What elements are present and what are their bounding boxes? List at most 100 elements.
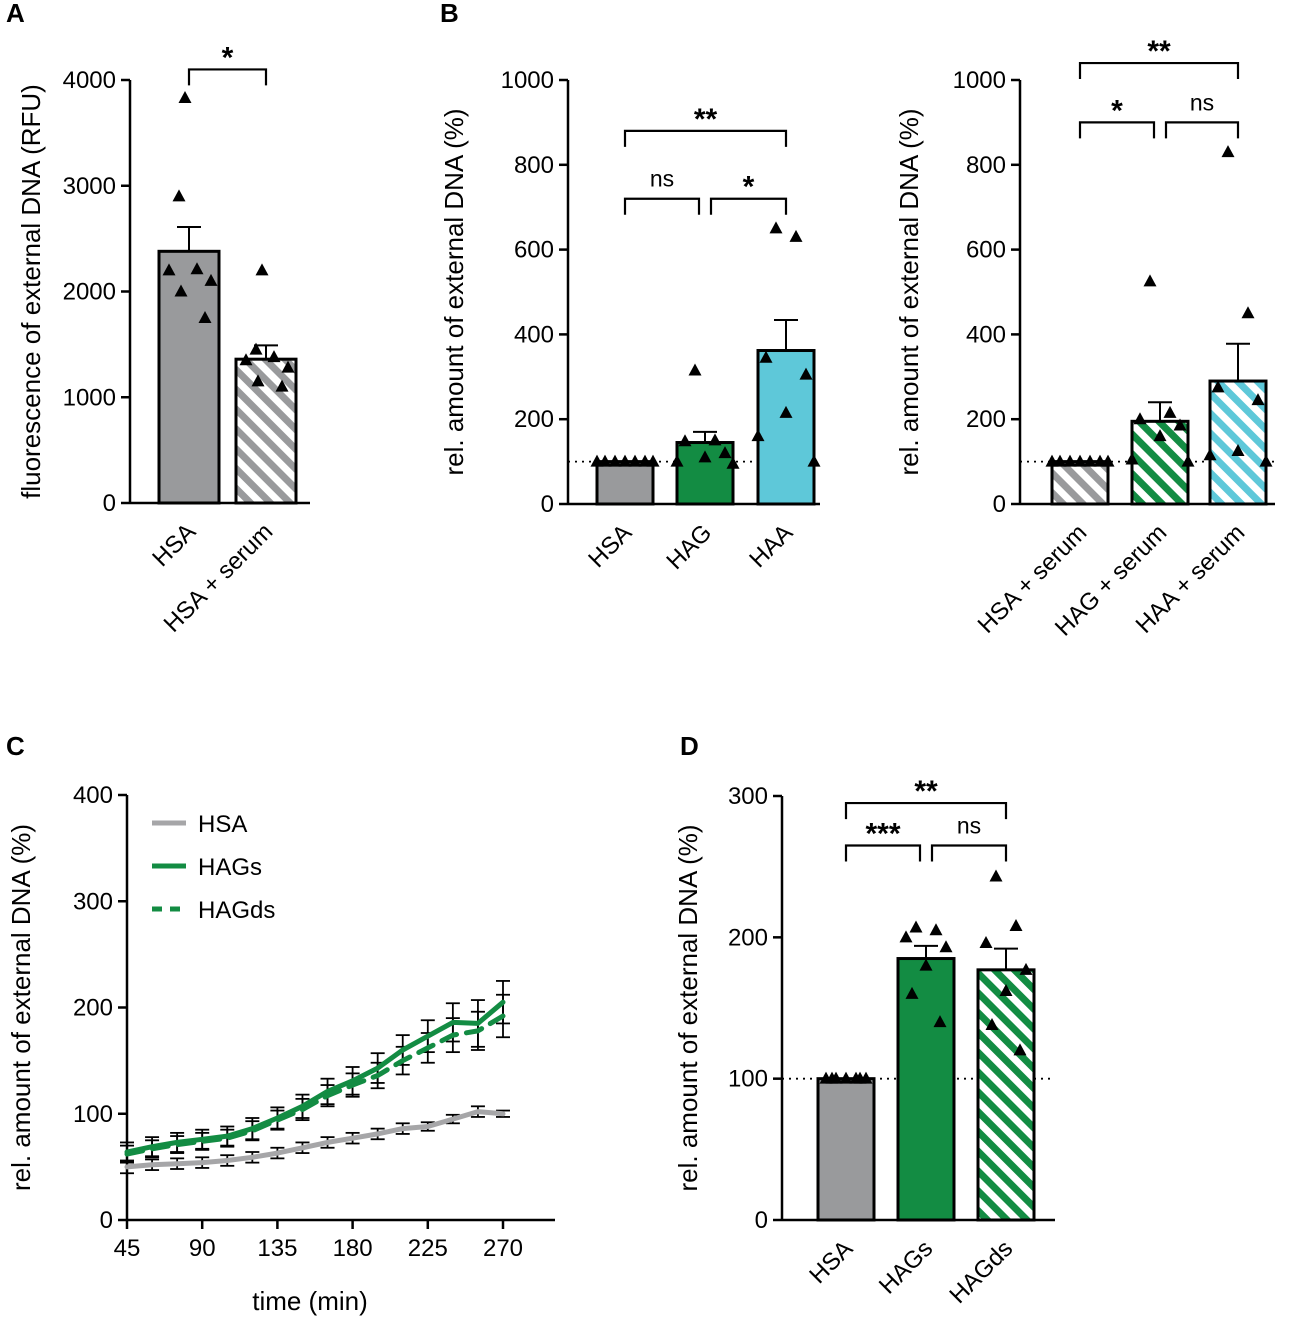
panel-label-c: C — [6, 731, 25, 761]
y-tick-label: 300 — [73, 888, 113, 915]
data-point — [1045, 454, 1059, 467]
data-point — [204, 273, 218, 286]
x-tick-label: HAGds — [944, 1235, 1018, 1309]
y-tick-label: 400 — [966, 321, 1006, 348]
panel-label-a: A — [6, 0, 25, 28]
data-point — [281, 360, 295, 373]
y-tick-label: 0 — [541, 491, 554, 518]
legend-entry: HSA — [198, 811, 247, 838]
x-axis-label: time (min) — [252, 1286, 368, 1316]
y-tick-label: 3000 — [63, 173, 116, 200]
data-point — [999, 984, 1013, 997]
chart-d: 0 100 200 300 rel. amount of external DNA (%… — [673, 775, 1055, 1309]
data-point — [769, 221, 783, 234]
data-point — [799, 367, 813, 380]
data-point — [1153, 429, 1167, 442]
y-tick-label: 200 — [514, 406, 554, 433]
bar-hagds — [976, 968, 1036, 1222]
x-tick-label: HAGs — [874, 1235, 938, 1299]
y-tick-label: 200 — [966, 406, 1006, 433]
data-point — [909, 920, 923, 933]
data-point — [718, 446, 732, 459]
data-point — [618, 454, 632, 467]
significance-label: ** — [694, 103, 718, 136]
y-tick-label: 0 — [755, 1207, 768, 1234]
y-tick-label: 100 — [73, 1101, 113, 1128]
data-point — [267, 350, 281, 363]
significance-bracket — [844, 801, 1008, 820]
significance-label: ** — [1147, 35, 1171, 68]
y-tick-label: 1000 — [63, 384, 116, 411]
series-line-hags — [124, 999, 506, 1155]
data-point — [688, 363, 702, 376]
data-point — [608, 454, 622, 467]
x-tick-label: 270 — [483, 1235, 523, 1262]
panel-label-d: D — [680, 731, 699, 761]
bar-hsa — [595, 460, 655, 506]
y-tick-label: 600 — [514, 237, 554, 264]
data-point — [1163, 405, 1177, 418]
significance-bracket — [1078, 121, 1156, 139]
bar-hsa — [157, 249, 221, 505]
data-point — [172, 189, 186, 202]
y-tick-label: 2000 — [63, 279, 116, 306]
chart-a: 0 1000 2000 3000 4000 fluorescence of externa… — [16, 41, 310, 638]
data-point — [708, 433, 722, 446]
x-tick-label: 225 — [408, 1235, 448, 1262]
significance-bracket — [187, 68, 268, 86]
significance-bracket — [844, 844, 922, 862]
data-point — [1211, 380, 1225, 393]
y-tick-label: 1000 — [953, 67, 1006, 94]
bar-hags — [896, 957, 956, 1222]
x-tick-label: 180 — [333, 1235, 373, 1262]
x-tick-label: 45 — [114, 1235, 141, 1262]
data-point — [670, 454, 684, 467]
y-tick-label: 1000 — [501, 67, 554, 94]
data-point — [628, 454, 642, 467]
data-point — [1259, 454, 1273, 467]
data-point — [646, 454, 660, 467]
bar-hsa-serum — [234, 357, 298, 505]
y-axis-label: rel. amount of external DNA (%) — [894, 108, 924, 475]
data-point — [1013, 1043, 1027, 1056]
data-point — [726, 456, 740, 469]
data-point — [789, 229, 803, 242]
x-tick-label: HSA — [583, 519, 637, 573]
y-tick-label: 4000 — [63, 67, 116, 94]
data-point — [853, 1071, 867, 1084]
significance-bracket — [623, 197, 701, 215]
data-point — [933, 1015, 947, 1028]
y-tick-label: 400 — [514, 321, 554, 348]
y-axis-label: fluorescence of external DNA (RFU) — [16, 84, 46, 499]
data-point — [1251, 393, 1265, 406]
significance-bracket — [1078, 61, 1240, 80]
y-tick-label: 300 — [728, 783, 768, 810]
y-tick-label: 800 — [514, 152, 554, 179]
y-tick-label: 200 — [728, 924, 768, 951]
data-point — [1241, 306, 1255, 319]
data-point — [251, 374, 265, 387]
data-point — [919, 958, 933, 971]
data-point — [1133, 412, 1147, 425]
data-point — [1231, 444, 1245, 456]
significance-bracket — [1164, 121, 1240, 139]
data-point — [751, 429, 765, 442]
data-point — [1173, 418, 1187, 431]
data-point — [1203, 448, 1217, 461]
data-point — [939, 940, 953, 953]
data-point — [759, 350, 773, 363]
legend-entry: HAGs — [198, 854, 262, 881]
data-point — [1063, 454, 1077, 467]
significance-label: * — [222, 41, 234, 74]
data-point — [1181, 454, 1195, 467]
series-line-hsa — [124, 1109, 506, 1170]
significance-bracket — [709, 197, 788, 215]
data-point — [178, 90, 192, 103]
x-tick-label: HSA — [804, 1235, 858, 1289]
y-tick-label: 0 — [993, 491, 1006, 518]
significance-label: * — [1111, 94, 1123, 127]
significance-label: ns — [957, 812, 981, 838]
y-tick-label: 100 — [728, 1066, 768, 1093]
chart-b-right: 0 200 400 600 800 1000 rel. amount of external… — [894, 35, 1275, 642]
